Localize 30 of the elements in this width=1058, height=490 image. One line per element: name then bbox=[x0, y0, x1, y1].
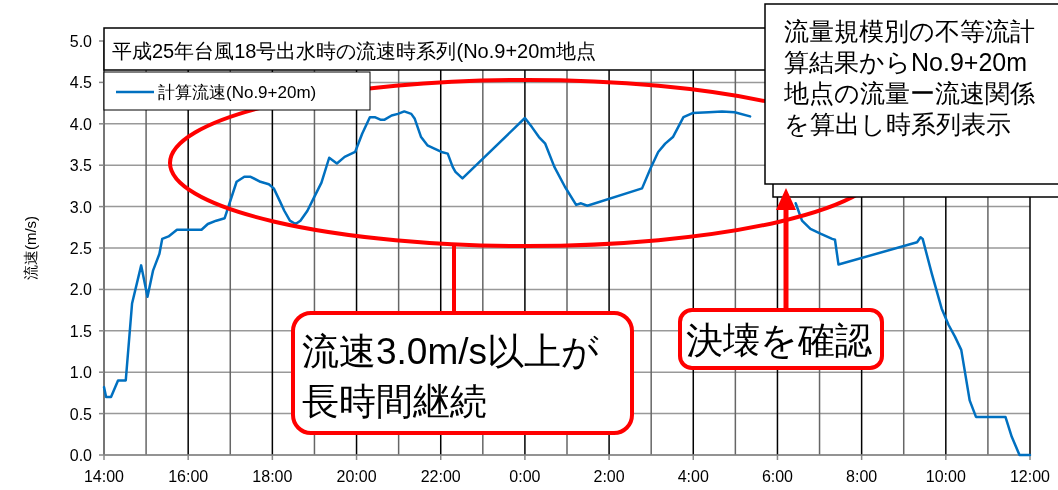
annotation: 決壊を確認 bbox=[686, 320, 872, 361]
x-tick-label: 4:00 bbox=[677, 468, 709, 485]
y-axis-title: 流速(m/s) bbox=[22, 215, 39, 281]
x-tick-label: 0:00 bbox=[509, 468, 541, 485]
y-tick-label: 0.5 bbox=[69, 405, 93, 423]
y-tick-label: 3.5 bbox=[69, 157, 93, 175]
y-tick-label: 2.5 bbox=[69, 240, 93, 257]
annotation: 流速3.0m/s以上が長時間継続 bbox=[302, 331, 600, 422]
y-tick-label: 4.0 bbox=[69, 115, 93, 133]
legend-label: 計算流速(No.9+20m) bbox=[158, 83, 317, 102]
chart-title: 平成25年台風18号出水時の流速時系列(No.9+20m地点 bbox=[112, 40, 596, 62]
y-tick-label: 1.0 bbox=[69, 364, 93, 382]
y-tick-label: 5.0 bbox=[69, 33, 93, 50]
annotation: 流量規模別の不等流計算結果からNo.9+20m地点の流量ー流速関係を算出し時系列表示 bbox=[783, 17, 1035, 138]
x-tick-label: 16:00 bbox=[168, 468, 209, 485]
x-tick-label: 12:00 bbox=[1009, 468, 1051, 485]
y-tick-label: 4.5 bbox=[69, 74, 93, 92]
x-tick-label: 10:00 bbox=[925, 468, 966, 485]
x-tick-label: 6:00 bbox=[761, 468, 794, 485]
y-tick-label: 3.0 bbox=[69, 198, 93, 216]
y-tick-label: 1.5 bbox=[69, 322, 93, 340]
x-tick-label: 20:00 bbox=[336, 468, 377, 485]
x-tick-label: 2:00 bbox=[593, 468, 625, 485]
legend: 計算流速(No.9+20m) bbox=[103, 71, 371, 111]
x-tick-label: 14:00 bbox=[83, 468, 125, 485]
x-tick-label: 18:00 bbox=[252, 468, 293, 485]
x-tick-label: 22:00 bbox=[420, 468, 461, 485]
x-tick-label: 8:00 bbox=[846, 468, 878, 485]
y-tick-label: 2.0 bbox=[69, 281, 93, 299]
y-tick-label: 0.0 bbox=[69, 447, 93, 464]
